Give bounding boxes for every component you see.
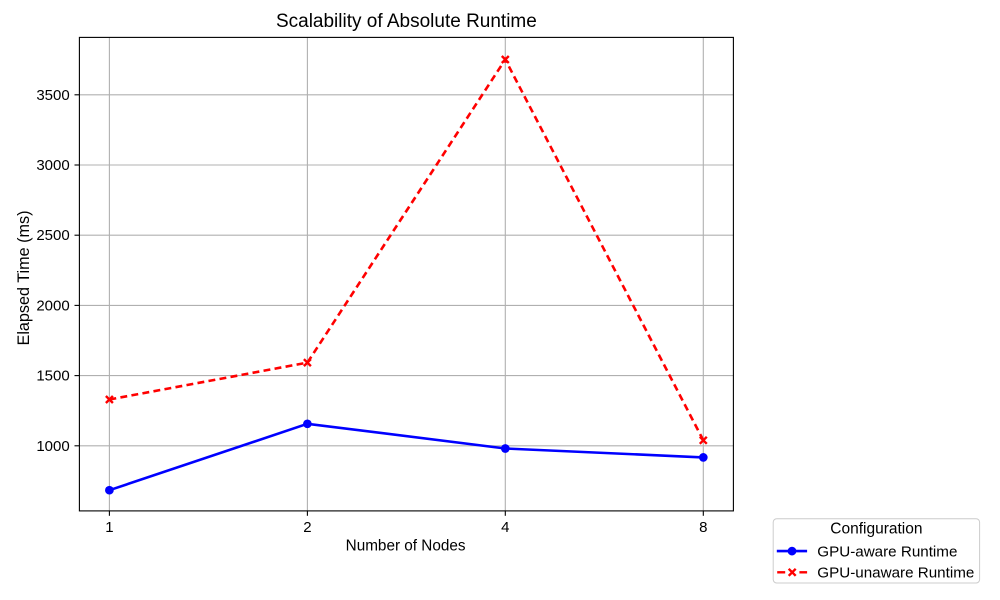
svg-text:3500: 3500 xyxy=(36,87,69,104)
svg-text:2000: 2000 xyxy=(36,297,69,314)
svg-text:1000: 1000 xyxy=(36,438,69,455)
svg-text:2500: 2500 xyxy=(36,227,69,244)
svg-text:Configuration: Configuration xyxy=(830,520,922,537)
svg-text:3000: 3000 xyxy=(36,157,69,174)
svg-text:Number of Nodes: Number of Nodes xyxy=(346,538,466,555)
svg-text:1: 1 xyxy=(105,519,113,536)
svg-text:1500: 1500 xyxy=(36,368,69,385)
svg-text:Elapsed Time (ms): Elapsed Time (ms) xyxy=(15,211,33,346)
svg-text:GPU-unaware Runtime: GPU-unaware Runtime xyxy=(817,565,974,582)
svg-text:2: 2 xyxy=(303,519,311,536)
svg-text:GPU-aware Runtime: GPU-aware Runtime xyxy=(817,543,957,560)
svg-text:Scalability of Absolute Runtim: Scalability of Absolute Runtime xyxy=(276,11,537,32)
svg-text:8: 8 xyxy=(699,519,707,536)
svg-text:4: 4 xyxy=(501,519,509,536)
